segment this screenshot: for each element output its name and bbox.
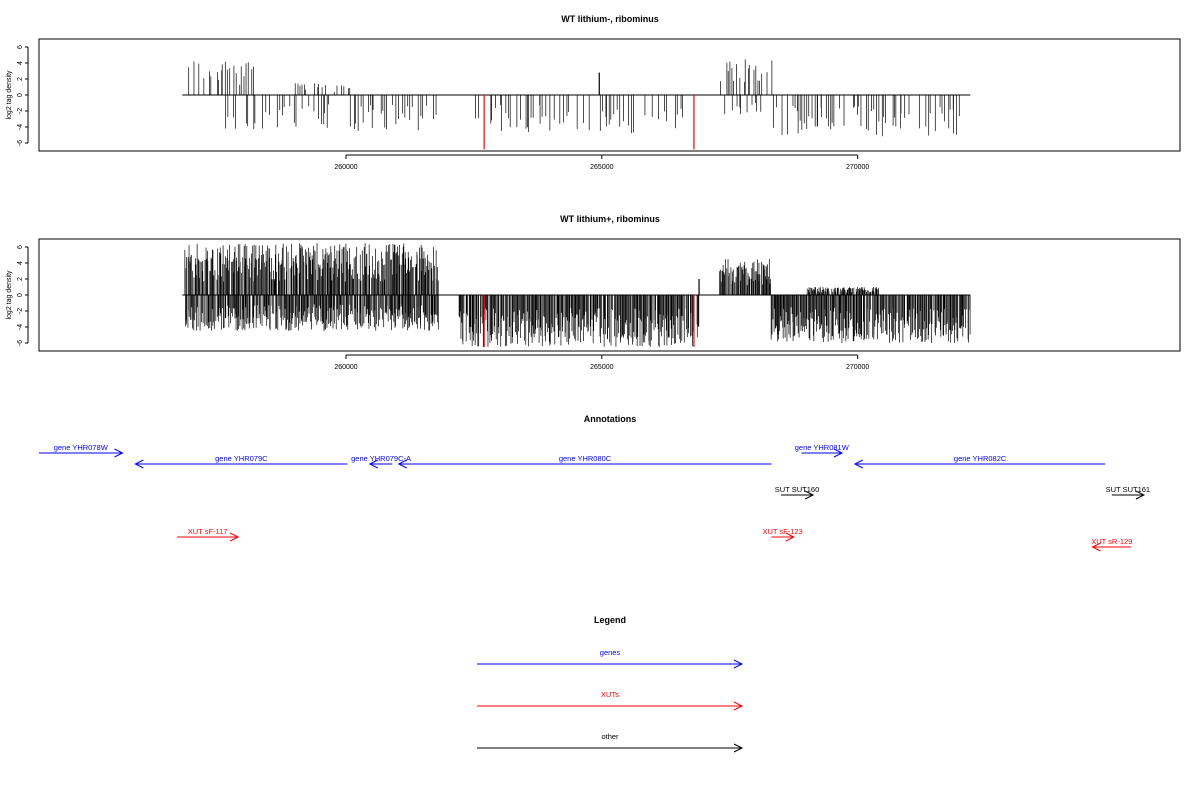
annotation-label: gene YHR081W	[795, 443, 850, 452]
track-panel-1: WT lithium-, ribominus -6 -4 -2 0 2 4 6 log2 t…	[6, 14, 1181, 171]
y-tick-label: -4	[17, 124, 24, 130]
y-tick-label: 2	[17, 277, 24, 281]
y-tick-label: -2	[17, 108, 24, 114]
annotation-feature: gene YHR080C	[397, 454, 772, 469]
legend-panel: Legend genes XUTs other	[477, 615, 744, 753]
annotation-feature: gene YHR081W	[795, 443, 850, 458]
y-tick-label: 4	[17, 261, 24, 265]
arrow-head-right	[1135, 490, 1146, 500]
y-tick-label: 6	[17, 245, 24, 249]
arrow-head-right	[114, 448, 124, 458]
annotation-label: gene YHR078W	[54, 443, 109, 452]
legend-title: Legend	[594, 615, 626, 625]
y-tick-label: 4	[17, 61, 24, 65]
arrow-head-left	[134, 459, 144, 469]
legend-item: XUTs	[477, 690, 744, 711]
panel-2-x-axis: 260000 265000 270000	[334, 354, 869, 371]
x-tick-label: 270000	[846, 164, 869, 171]
arrow-head-right	[733, 743, 744, 753]
arrow-head-right	[804, 490, 815, 500]
annotation-feature: gene YHR082C	[853, 454, 1106, 469]
annotation-label: gene YHR082C	[954, 454, 1007, 463]
arrow-head-right	[229, 532, 240, 542]
annotation-feature: gene YHR079C-A	[351, 454, 411, 469]
annotation-label: SUT SUT161	[1106, 485, 1150, 494]
annotation-features: gene YHR078W gene YHR079C gene YHR079C-A ge…	[39, 443, 1150, 552]
annotation-feature: SUT SUT160	[775, 485, 819, 500]
arrow-head-left	[397, 459, 407, 469]
annotation-label: XUT sF-117	[188, 527, 228, 536]
x-tick-label: 260000	[334, 364, 357, 371]
arrow-head-left	[1091, 542, 1101, 552]
x-tick-label: 260000	[334, 164, 357, 171]
legend-item: genes	[477, 648, 744, 669]
panel-2-bars	[182, 243, 971, 347]
annotation-feature: XUT sF-117	[177, 527, 240, 542]
x-tick-label: 265000	[590, 364, 613, 371]
annotation-feature: gene YHR078W	[39, 443, 124, 458]
annotation-feature: XUT sF-123	[762, 527, 803, 542]
annotation-label: gene YHR080C	[559, 454, 612, 463]
panel-2-y-label: log2 tag density	[6, 270, 13, 320]
annotation-feature: SUT SUT161	[1106, 485, 1150, 500]
panel-2-y-axis: -6 -4 -2 0 2 4 6	[17, 245, 29, 346]
legend-items: genes XUTs other	[477, 648, 744, 753]
arrow-head-right	[733, 701, 744, 711]
arrow-head-left	[853, 459, 864, 469]
panel-1-bars	[182, 59, 971, 150]
panel-1-title: WT lithium-, ribominus	[561, 14, 659, 24]
panel-1-x-axis: 260000 265000 270000	[334, 154, 869, 171]
annotation-label: gene YHR079C	[215, 454, 268, 463]
panel-2-frame	[38, 238, 1181, 352]
x-tick-label: 270000	[846, 364, 869, 371]
legend-item: other	[477, 732, 744, 753]
y-tick-label: -6	[17, 340, 24, 346]
y-tick-label: 2	[17, 77, 24, 81]
arrow-head-left	[368, 459, 379, 469]
panel-2-title: WT lithium+, ribominus	[560, 214, 660, 224]
arrow-head-right	[733, 659, 744, 669]
annotation-label: XUT sF-123	[762, 527, 802, 536]
arrow-head-right	[833, 448, 844, 458]
annotation-label: gene YHR079C-A	[351, 454, 411, 463]
panel-1-y-axis: -6 -4 -2 0 2 4 6	[17, 45, 29, 146]
y-tick-label: 6	[17, 45, 24, 49]
annotations-title: Annotations	[584, 414, 637, 424]
panel-1-y-label: log2 tag density	[6, 70, 13, 120]
track-panel-2: WT lithium+, ribominus -6 -4 -2 0 2 4 6 log2 t…	[6, 214, 1181, 371]
y-tick-label: 0	[17, 293, 24, 297]
legend-label: XUTs	[601, 690, 619, 699]
legend-label: other	[601, 732, 619, 741]
annotation-feature: XUT sR-129	[1091, 537, 1132, 552]
y-tick-label: 0	[17, 93, 24, 97]
y-tick-label: -4	[17, 324, 24, 330]
panel-1-frame	[38, 38, 1181, 152]
arrow-head-right	[785, 532, 795, 542]
x-tick-label: 265000	[590, 164, 613, 171]
annotation-label: SUT SUT160	[775, 485, 819, 494]
annotation-feature: gene YHR079C	[134, 454, 348, 469]
y-tick-label: -2	[17, 308, 24, 314]
annotation-label: XUT sR-129	[1091, 537, 1132, 546]
y-tick-label: -6	[17, 140, 24, 146]
legend-label: genes	[600, 648, 621, 657]
